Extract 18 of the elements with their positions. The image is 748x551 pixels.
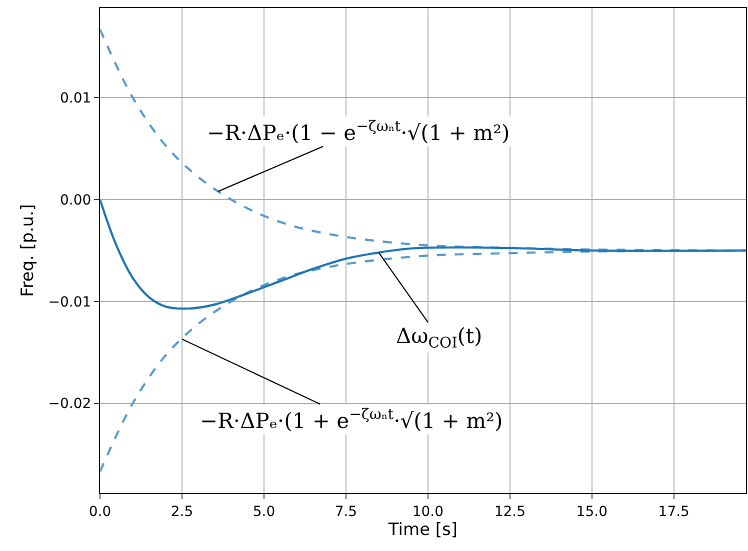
x-tick-label: 10.0 — [412, 504, 444, 520]
x-tick-label: 5.0 — [252, 504, 276, 520]
annotation: −R·ΔPₑ·(1 + e$^{−ζωₙt}$·√(1 + m²) — [200, 406, 503, 433]
annotation: −R·ΔPₑ·(1 − e$^{−ζωₙt}$·√(1 + m²) — [207, 118, 510, 145]
x-tick-label: 17.5 — [658, 504, 690, 520]
x-tick-label: 15.0 — [576, 504, 608, 520]
y-tick-label: 0.01 — [60, 90, 92, 107]
y-axis-title: Freq. [p.u.] — [18, 204, 38, 297]
y-tick-label: −0.01 — [48, 294, 92, 310]
x-tick-label: 7.5 — [334, 504, 358, 520]
x-tick-label: 2.5 — [170, 504, 194, 520]
x-axis-title: Time [s] — [387, 520, 458, 540]
y-tick-label: 0.00 — [60, 192, 92, 208]
x-tick-label: 12.5 — [494, 504, 526, 520]
y-tick-label: −0.02 — [48, 396, 92, 412]
line-series — [100, 198, 746, 310]
x-tick-label: 0.0 — [88, 504, 112, 520]
annotation: Δω$_{COI}$(t) — [396, 324, 482, 352]
